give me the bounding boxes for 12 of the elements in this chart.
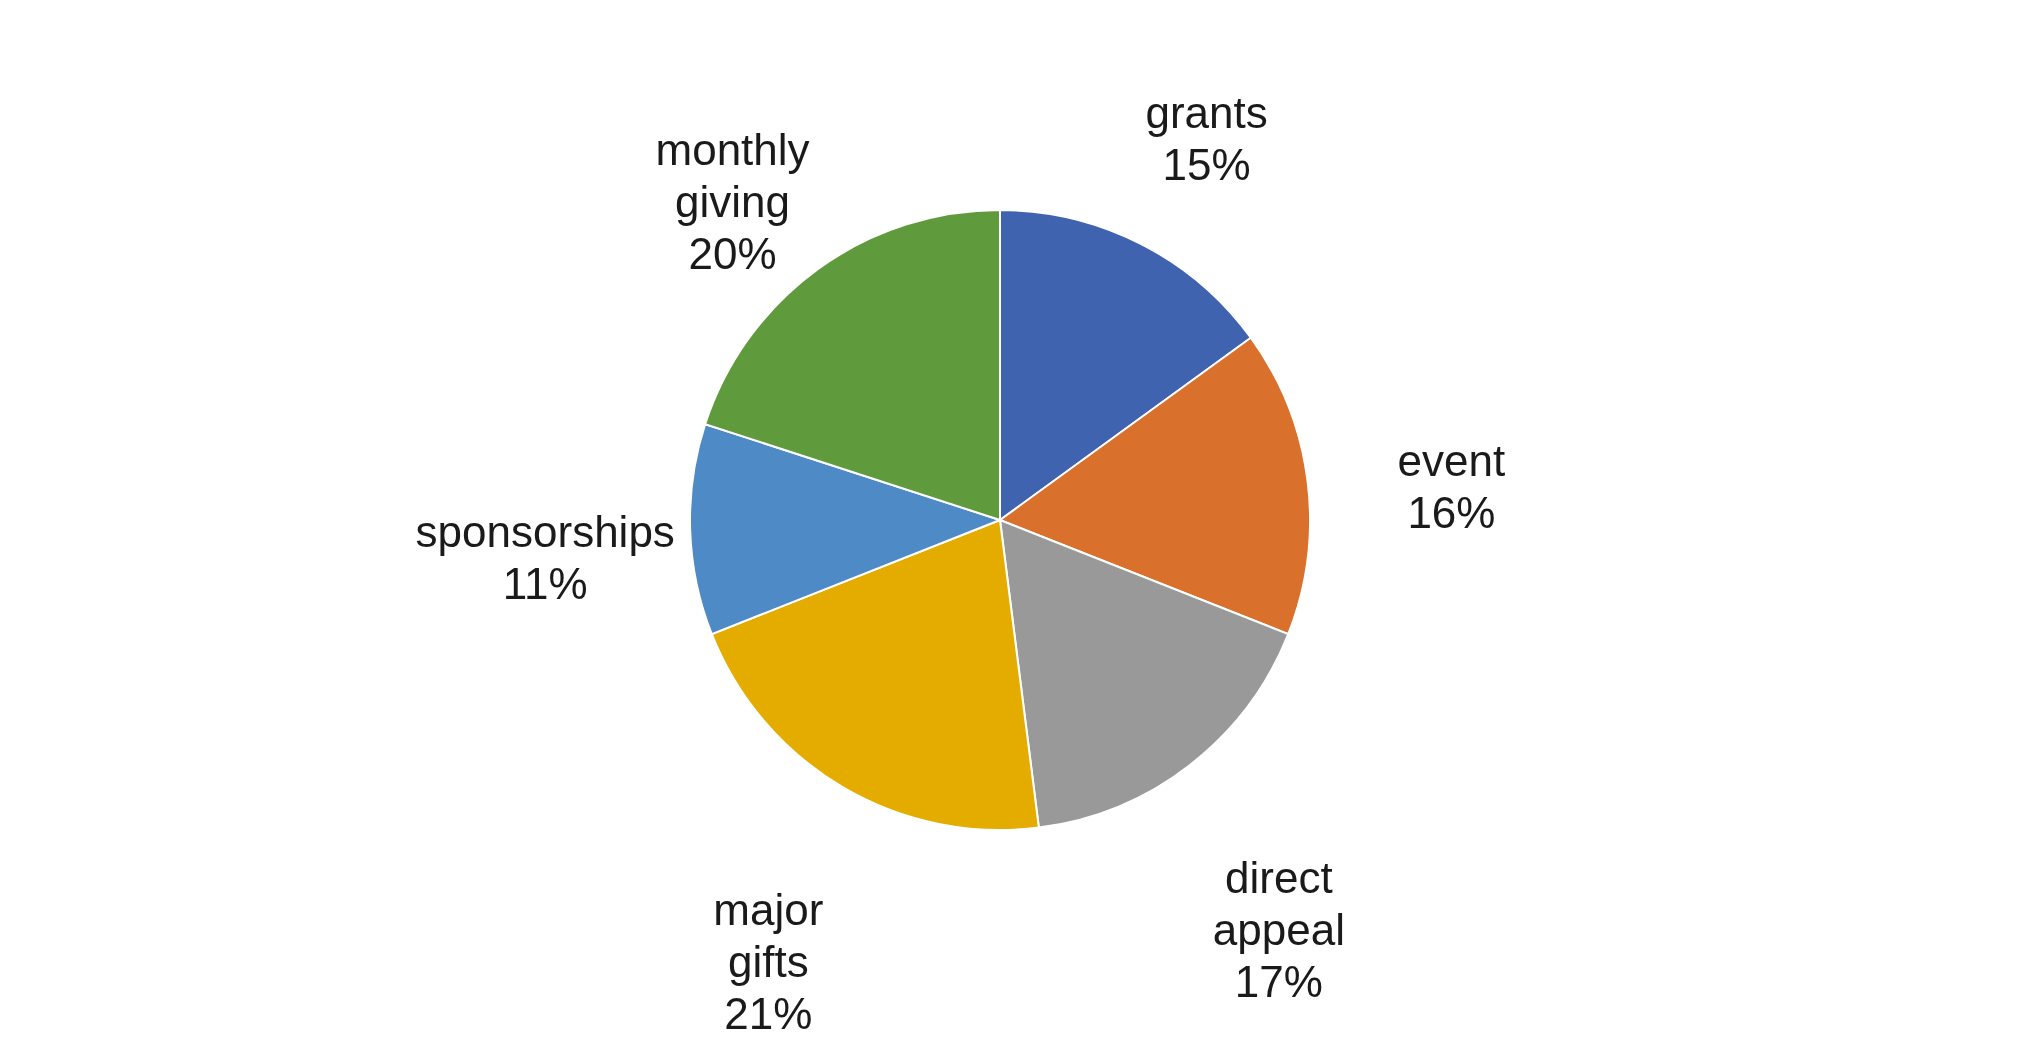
- slice-label: monthly giving: [655, 124, 810, 226]
- slice-label: grants: [1145, 87, 1268, 137]
- data-label: 16%: [1407, 487, 1496, 537]
- slice-label: sponsorships: [415, 507, 675, 557]
- data-label: 15%: [1162, 139, 1251, 189]
- data-label: 21%: [724, 988, 813, 1038]
- data-label: 20%: [688, 228, 777, 278]
- slice-label: direct appeal: [1212, 852, 1345, 954]
- data-label: 17%: [1234, 956, 1323, 1006]
- data-label: 11%: [502, 559, 588, 609]
- slice-label: major gifts: [713, 884, 824, 986]
- slice-label: event: [1397, 435, 1506, 485]
